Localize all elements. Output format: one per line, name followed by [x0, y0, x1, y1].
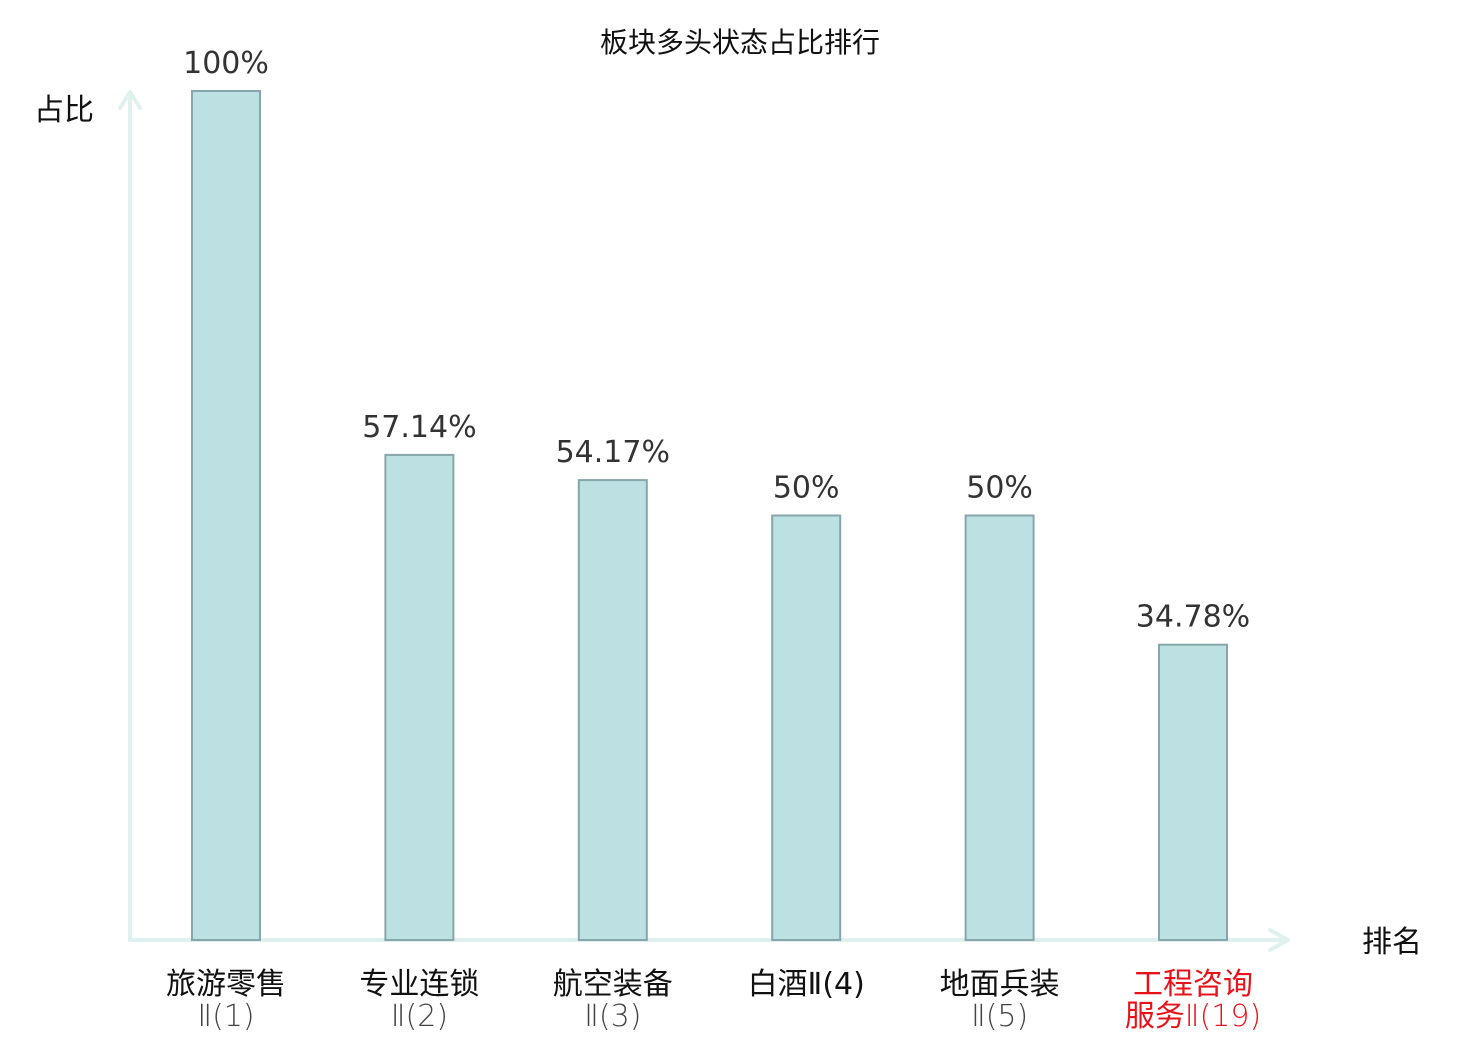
bar — [964, 514, 1035, 941]
bar-value-label: 50% — [966, 471, 1033, 506]
x-tick-label: Ⅱ(3) — [584, 999, 641, 1034]
bar-group — [191, 90, 1228, 941]
x-tick-label: 专业连锁 — [359, 967, 479, 1002]
x-tick-label: 旅游零售 — [166, 967, 286, 1002]
chart-title: 板块多头状态占比排行 — [600, 26, 880, 59]
x-tick-label: 地面兵装 — [940, 967, 1060, 1002]
bar-value-label: 100% — [183, 46, 269, 81]
x-tick-label: 服务Ⅱ(19) — [1125, 999, 1261, 1034]
x-tick-label: Ⅱ(2) — [391, 999, 448, 1034]
bar — [771, 514, 842, 941]
bar — [1158, 643, 1228, 941]
bar-value-label: 54.17% — [556, 435, 670, 470]
value-label-group: 100% 57.14% 54.17% 50% 50% 34.78% — [183, 46, 1250, 635]
bar — [191, 90, 261, 941]
x-tick-label: Ⅱ(5) — [971, 999, 1028, 1034]
bar-value-label: 50% — [773, 471, 840, 506]
x-tick-label: 航空装备 — [553, 967, 673, 1002]
x-tick-label: Ⅱ(1) — [197, 999, 254, 1034]
y-axis-label: 占比 — [34, 93, 94, 128]
y-axis-arrow-icon — [118, 90, 142, 110]
x-tick-label: 白酒Ⅱ(4) — [748, 967, 865, 1002]
bar — [384, 453, 455, 941]
x-axis-label: 排名 — [1362, 925, 1422, 960]
x-tick-label: 工程咨询 — [1133, 967, 1253, 1002]
x-axis-arrow-icon — [1268, 928, 1290, 952]
bar — [577, 479, 648, 941]
bar-value-label: 57.14% — [362, 410, 476, 445]
bar-value-label: 34.78% — [1136, 600, 1250, 635]
